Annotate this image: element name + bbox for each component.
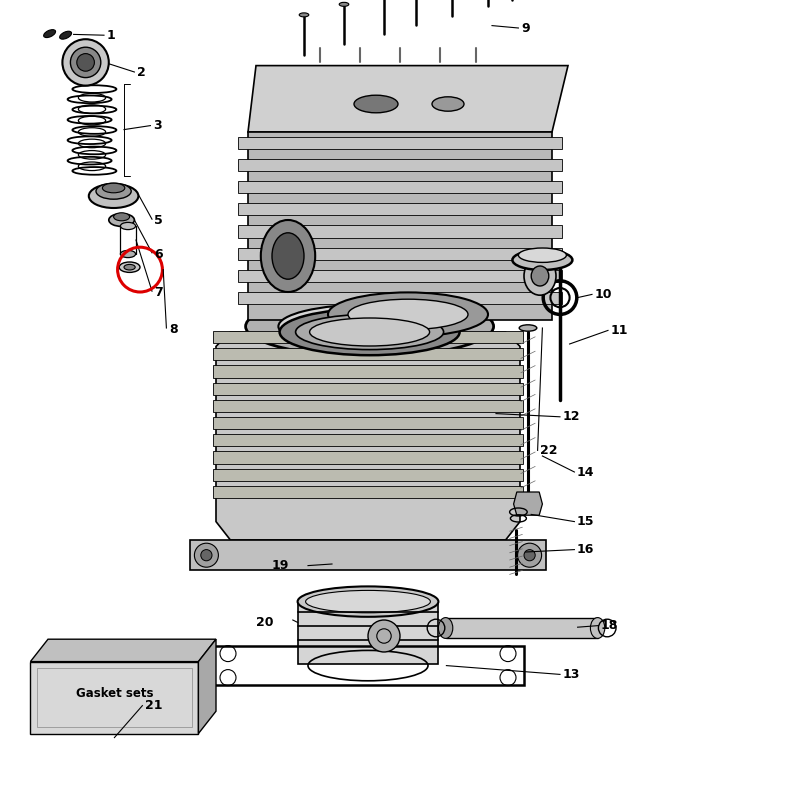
Text: 6: 6 bbox=[154, 248, 163, 261]
Ellipse shape bbox=[531, 266, 549, 286]
Ellipse shape bbox=[328, 293, 488, 337]
Bar bbox=[213, 469, 523, 481]
Text: 3: 3 bbox=[153, 119, 162, 132]
Polygon shape bbox=[514, 492, 542, 515]
Bar bbox=[213, 417, 523, 430]
Ellipse shape bbox=[524, 257, 556, 295]
Text: 10: 10 bbox=[594, 288, 612, 301]
Ellipse shape bbox=[518, 248, 566, 262]
Bar bbox=[213, 382, 523, 395]
Ellipse shape bbox=[261, 220, 315, 292]
Ellipse shape bbox=[121, 250, 136, 258]
Bar bbox=[213, 400, 523, 412]
Polygon shape bbox=[190, 540, 546, 570]
Text: 7: 7 bbox=[154, 286, 163, 299]
Ellipse shape bbox=[432, 97, 464, 111]
Bar bbox=[213, 451, 523, 464]
Ellipse shape bbox=[246, 297, 494, 357]
Text: 8: 8 bbox=[169, 323, 178, 336]
Ellipse shape bbox=[278, 305, 461, 349]
Bar bbox=[213, 486, 523, 498]
Ellipse shape bbox=[512, 250, 573, 270]
Polygon shape bbox=[298, 602, 438, 664]
Ellipse shape bbox=[296, 314, 443, 350]
Ellipse shape bbox=[354, 95, 398, 113]
Bar bbox=[213, 434, 523, 446]
Ellipse shape bbox=[96, 183, 131, 199]
Ellipse shape bbox=[280, 309, 459, 355]
Ellipse shape bbox=[60, 31, 71, 39]
Bar bbox=[238, 159, 562, 171]
Ellipse shape bbox=[124, 264, 135, 270]
Text: 16: 16 bbox=[577, 543, 594, 556]
Text: 11: 11 bbox=[610, 324, 628, 337]
Bar bbox=[446, 618, 598, 638]
Ellipse shape bbox=[299, 13, 309, 17]
Bar bbox=[238, 182, 562, 194]
Bar bbox=[238, 137, 562, 149]
Bar bbox=[238, 292, 562, 304]
Ellipse shape bbox=[119, 262, 140, 272]
Bar bbox=[238, 270, 562, 282]
Polygon shape bbox=[248, 132, 552, 320]
Text: 15: 15 bbox=[577, 515, 594, 528]
Circle shape bbox=[194, 543, 218, 567]
Text: 22: 22 bbox=[540, 444, 558, 457]
Ellipse shape bbox=[438, 618, 453, 638]
Ellipse shape bbox=[306, 590, 430, 613]
Ellipse shape bbox=[519, 325, 537, 331]
Text: Gasket sets: Gasket sets bbox=[76, 687, 153, 700]
Polygon shape bbox=[248, 66, 568, 132]
Bar bbox=[37, 668, 192, 727]
Ellipse shape bbox=[339, 2, 349, 6]
Circle shape bbox=[201, 550, 212, 561]
Ellipse shape bbox=[298, 586, 438, 617]
Text: 12: 12 bbox=[562, 410, 580, 423]
Ellipse shape bbox=[310, 318, 430, 346]
Ellipse shape bbox=[77, 54, 94, 71]
Polygon shape bbox=[30, 639, 216, 662]
Bar bbox=[213, 348, 523, 361]
Ellipse shape bbox=[272, 233, 304, 279]
Ellipse shape bbox=[62, 39, 109, 86]
Circle shape bbox=[518, 543, 542, 567]
Ellipse shape bbox=[44, 30, 55, 38]
Bar bbox=[213, 331, 523, 343]
Bar bbox=[213, 366, 523, 378]
Text: 5: 5 bbox=[154, 214, 163, 227]
Text: 2: 2 bbox=[137, 66, 146, 78]
Ellipse shape bbox=[102, 183, 125, 193]
Polygon shape bbox=[198, 639, 216, 734]
Circle shape bbox=[368, 620, 400, 652]
Text: 13: 13 bbox=[562, 668, 580, 681]
Ellipse shape bbox=[114, 213, 130, 221]
Ellipse shape bbox=[89, 184, 138, 208]
Ellipse shape bbox=[121, 222, 136, 230]
Text: 14: 14 bbox=[577, 466, 594, 478]
Bar bbox=[212, 646, 524, 685]
Ellipse shape bbox=[590, 618, 605, 638]
Bar bbox=[30, 662, 198, 734]
Ellipse shape bbox=[348, 299, 468, 330]
Ellipse shape bbox=[109, 214, 134, 226]
Circle shape bbox=[524, 550, 535, 561]
Text: 20: 20 bbox=[256, 616, 274, 629]
Text: 1: 1 bbox=[106, 29, 115, 42]
Text: 21: 21 bbox=[145, 699, 162, 712]
Bar bbox=[238, 203, 562, 215]
Text: 19: 19 bbox=[272, 559, 290, 572]
Bar bbox=[238, 247, 562, 260]
Polygon shape bbox=[216, 332, 520, 540]
Text: 9: 9 bbox=[522, 22, 530, 34]
Bar bbox=[238, 226, 562, 238]
Ellipse shape bbox=[70, 47, 101, 78]
Text: 18: 18 bbox=[601, 619, 618, 632]
